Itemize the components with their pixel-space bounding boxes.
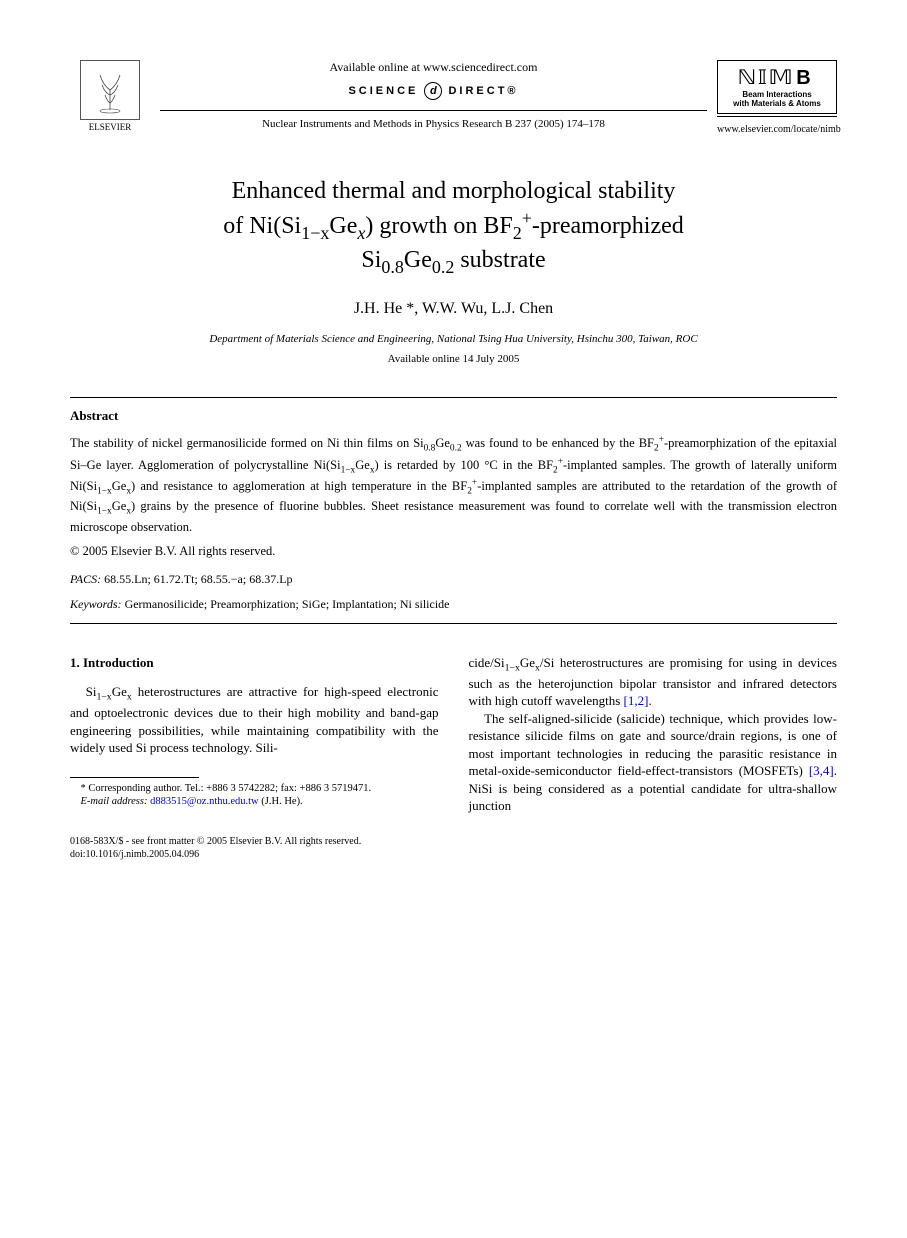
sciencedirect-logo: SCIENCE d DIRECT®: [160, 82, 707, 100]
abstract-rule-bottom: [70, 623, 837, 624]
email-label: E-mail address:: [81, 796, 148, 807]
sd-left: SCIENCE: [348, 85, 418, 97]
pacs-label: PACS:: [70, 572, 101, 586]
corresponding-footnote: * Corresponding author. Tel.: +886 3 574…: [70, 782, 439, 796]
pacs-line: PACS: 68.55.Ln; 61.72.Tt; 68.55.−a; 68.3…: [70, 572, 837, 588]
intro-para-1-right: cide/Si1−xGex/Si heterostructures are pr…: [469, 654, 838, 710]
author-email[interactable]: d883515@oz.nthu.edu.tw: [150, 796, 259, 807]
elsevier-tree-icon: [80, 60, 140, 120]
journal-url: www.elsevier.com/locate/nimb: [717, 123, 837, 136]
pacs-codes: 68.55.Ln; 61.72.Tt; 68.55.−a; 68.37.Lp: [104, 572, 292, 586]
column-left: 1. Introduction Si1−xGex heterostructure…: [70, 654, 439, 815]
abstract-body: The stability of nickel germanosilicide …: [70, 434, 837, 535]
abstract-rule-top: [70, 397, 837, 398]
intro-para-2-right: The self-aligned-silicide (salicide) tec…: [469, 710, 838, 815]
abstract-heading: Abstract: [70, 408, 837, 425]
header-rule-top: [160, 110, 707, 111]
body-columns: 1. Introduction Si1−xGex heterostructure…: [70, 654, 837, 815]
available-date: Available online 14 July 2005: [70, 352, 837, 366]
abstract-copyright: © 2005 Elsevier B.V. All rights reserved…: [70, 543, 837, 559]
footnote-rule: [70, 777, 199, 778]
center-header: Available online at www.sciencedirect.co…: [150, 60, 717, 131]
keywords-label: Keywords:: [70, 597, 122, 611]
column-right: cide/Si1−xGex/Si heterostructures are pr…: [469, 654, 838, 815]
authors: J.H. He *, W.W. Wu, L.J. Chen: [70, 299, 837, 320]
available-online-text: Available online at www.sciencedirect.co…: [160, 60, 707, 76]
footer-doi: doi:10.1016/j.nimb.2005.04.096: [70, 848, 837, 861]
publisher-name: ELSEVIER: [70, 122, 150, 134]
intro-para-1-left: Si1−xGex heterostructures are attractive…: [70, 683, 439, 756]
header-rule-right: [717, 116, 837, 117]
publisher-logo: ELSEVIER: [70, 60, 150, 134]
nim-logo-box: ℕ𝕀𝕄 B Beam Interactions with Materials &…: [717, 60, 837, 114]
journal-logo-block: ℕ𝕀𝕄 B Beam Interactions with Materials &…: [717, 60, 837, 136]
page-header: ELSEVIER Available online at www.science…: [70, 60, 837, 136]
article-title: Enhanced thermal and morphological stabi…: [110, 176, 797, 280]
nim-title: ℕ𝕀𝕄 B: [724, 65, 830, 91]
sd-d-icon: d: [424, 82, 442, 100]
page-footer: 0168-583X/$ - see front matter © 2005 El…: [70, 835, 837, 861]
keywords-line: Keywords: Germanosilicide; Preamorphizat…: [70, 597, 837, 613]
nim-subtitle-2: with Materials & Atoms: [724, 100, 830, 109]
sd-right: DIRECT®: [448, 85, 518, 97]
footer-line-1: 0168-583X/$ - see front matter © 2005 El…: [70, 835, 837, 848]
affiliation: Department of Materials Science and Engi…: [70, 332, 837, 346]
intro-heading: 1. Introduction: [70, 654, 439, 672]
keywords-list: Germanosilicide; Preamorphization; SiGe;…: [125, 597, 450, 611]
email-footnote: E-mail address: d883515@oz.nthu.edu.tw (…: [70, 795, 439, 809]
journal-citation: Nuclear Instruments and Methods in Physi…: [160, 117, 707, 131]
email-suffix: (J.H. He).: [261, 796, 302, 807]
